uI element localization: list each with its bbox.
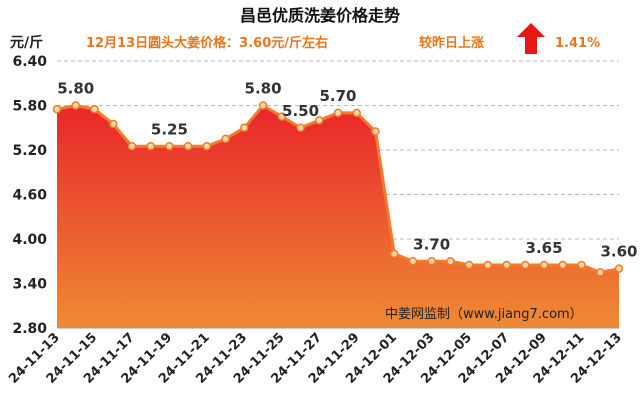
data-point [408, 257, 418, 266]
data-label: 5.80 [57, 80, 94, 98]
price-area [57, 105, 619, 328]
data-point [596, 268, 605, 277]
data-point [502, 260, 511, 270]
data-label: 5.80 [245, 80, 282, 98]
data-point [464, 260, 474, 270]
y-tick-label: 4.60 [12, 188, 47, 204]
data-point [52, 104, 62, 114]
y-tick-label: 6.40 [12, 54, 47, 70]
data-point [371, 127, 380, 136]
y-tick-label: 2.80 [12, 321, 47, 337]
data-point [296, 123, 305, 132]
data-point [521, 260, 530, 270]
data-label: 3.70 [413, 235, 450, 253]
data-point [90, 104, 99, 114]
data-label: 5.25 [151, 120, 188, 138]
data-label: 3.65 [526, 239, 563, 257]
data-point [277, 112, 287, 121]
data-point [146, 142, 155, 151]
data-point [352, 108, 361, 118]
watermark: 中姜网监制（www.jiang7.com） [385, 307, 583, 322]
data-point [183, 142, 193, 151]
data-point [258, 101, 268, 110]
data-point [614, 264, 624, 273]
change-percent: 1.41% [555, 36, 600, 51]
data-point [389, 249, 399, 259]
data-markers [52, 101, 624, 277]
data-point [427, 257, 436, 266]
y-tick-label: 4.00 [12, 232, 47, 248]
data-point [483, 260, 493, 270]
data-point [127, 142, 137, 151]
data-label: 5.50 [282, 102, 319, 120]
data-point [240, 123, 249, 132]
data-point [577, 260, 586, 270]
data-point [446, 257, 455, 266]
data-label: 3.60 [600, 243, 637, 261]
data-point [333, 108, 343, 118]
price-note: 12月13日圆头大姜价格：3.60元/斤左右 [86, 35, 328, 51]
data-point [539, 260, 549, 270]
data-point [221, 134, 230, 144]
x-axis-ticks: 24-11-1324-11-1524-11-1724-11-1924-11-21… [6, 330, 625, 387]
data-point [558, 260, 568, 270]
y-tick-label: 5.80 [12, 99, 47, 115]
change-note: 较昨日上涨 [419, 35, 484, 51]
data-label: 5.70 [319, 87, 356, 105]
y-tick-label: 5.20 [12, 143, 47, 159]
y-axis-ticks: 6.40 5.80 5.20 4.60 4.00 3.40 2.80 [12, 54, 47, 337]
data-point [315, 116, 324, 125]
chart-title: 昌邑优质洗姜价格走势 [240, 6, 400, 25]
data-labels: 5.805.255.805.505.703.70 3.65 3.60 [57, 80, 637, 261]
data-point [202, 142, 212, 151]
data-point [108, 119, 118, 129]
up-arrow-icon [517, 23, 545, 54]
y-tick-label: 3.40 [12, 277, 47, 293]
y-axis-unit: 元/斤 [10, 34, 43, 51]
data-point [71, 101, 80, 110]
data-point [165, 142, 174, 151]
